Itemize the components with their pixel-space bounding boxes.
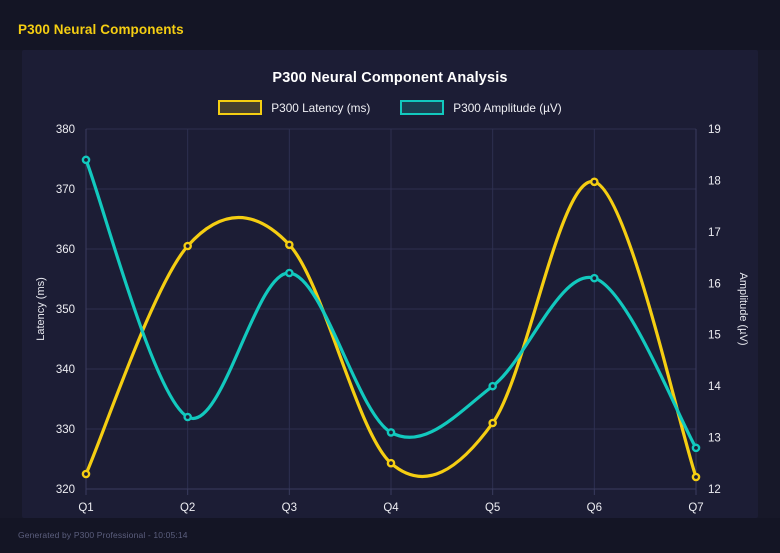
data-point-marker[interactable] — [590, 273, 599, 283]
series-amplitude — [81, 155, 701, 453]
data-point-marker[interactable] — [691, 472, 701, 482]
left-axis-tick-label: 370 — [56, 184, 75, 196]
data-point-marker[interactable] — [488, 418, 497, 428]
right-axis-tick-label: 18 — [708, 175, 721, 187]
left-axis-tick-label: 360 — [56, 244, 75, 256]
right-axis-tick-label: 14 — [708, 381, 721, 393]
legend-swatch-amplitude — [400, 100, 445, 115]
chart-canvas: 320 330 340 350 360 370 380 12 13 14 15 16 17 18 19 Q1 Q… — [35, 124, 749, 514]
right-axis-tick-label: 19 — [708, 124, 721, 136]
legend-item-latency[interactable]: P300 Latency (ms) — [218, 100, 370, 115]
x-axis-tick-label: Q3 — [282, 502, 297, 514]
x-axis-tick-label: Q2 — [180, 502, 195, 514]
right-axis-title: Amplitude (µV) — [737, 273, 749, 346]
x-axis-tick-label: Q5 — [485, 502, 500, 514]
left-axis-title: Latency (ms) — [35, 277, 47, 341]
app-header: P300 Neural Components — [0, 0, 780, 50]
x-axis-tick-label: Q6 — [587, 502, 602, 514]
left-axis-tick-label: 320 — [56, 484, 75, 496]
left-axis-tick-label: 350 — [56, 304, 75, 316]
data-point-marker[interactable] — [81, 469, 91, 479]
legend-label-amplitude: P300 Amplitude (µV) — [453, 100, 562, 115]
legend-swatch-latency — [218, 100, 263, 115]
left-axis-tick-label: 330 — [56, 424, 75, 436]
x-axis-tick-label: Q4 — [383, 502, 399, 514]
left-axis-tick-label: 380 — [56, 124, 75, 136]
x-axis-tick-label: Q1 — [78, 502, 93, 514]
right-axis-tick-label: 15 — [708, 330, 721, 342]
plot-area: 320 330 340 350 360 370 380 12 13 14 15 16 17 18 19 Q1 Q… — [22, 50, 758, 518]
data-point-marker[interactable] — [183, 412, 192, 422]
data-point-marker[interactable] — [285, 268, 294, 278]
app-title: P300 Neural Components — [18, 22, 184, 37]
left-axis-tick-label: 340 — [56, 364, 75, 376]
chart-title: P300 Neural Component Analysis — [272, 70, 508, 86]
data-point-marker[interactable] — [488, 381, 497, 391]
data-point-marker[interactable] — [386, 428, 396, 437]
legend-label-latency: P300 Latency (ms) — [271, 100, 371, 115]
data-point-marker[interactable] — [81, 155, 91, 165]
data-point-marker[interactable] — [691, 443, 701, 453]
legend-item-amplitude[interactable]: P300 Amplitude (µV) — [400, 100, 562, 115]
data-point-marker[interactable] — [183, 241, 192, 251]
right-axis-tick-label: 17 — [708, 227, 721, 239]
data-point-marker[interactable] — [386, 458, 396, 468]
chart-legend: P300 Latency (ms) P300 Amplitude (µV) — [22, 100, 758, 115]
data-point-marker[interactable] — [285, 240, 294, 250]
series-latency — [81, 177, 701, 482]
x-axis-tick-label: Q7 — [688, 502, 703, 514]
footer-status-text: Generated by P300 Professional - 10:05:1… — [18, 530, 188, 540]
chart-card: P300 Neural Component Analysis P300 Late… — [22, 50, 758, 518]
app-footer: Generated by P300 Professional - 10:05:1… — [0, 518, 780, 553]
right-axis-tick-label: 13 — [708, 433, 721, 445]
right-axis-tick-label: 16 — [708, 278, 721, 290]
data-point-marker[interactable] — [590, 177, 599, 187]
right-axis-tick-label: 12 — [708, 484, 721, 496]
